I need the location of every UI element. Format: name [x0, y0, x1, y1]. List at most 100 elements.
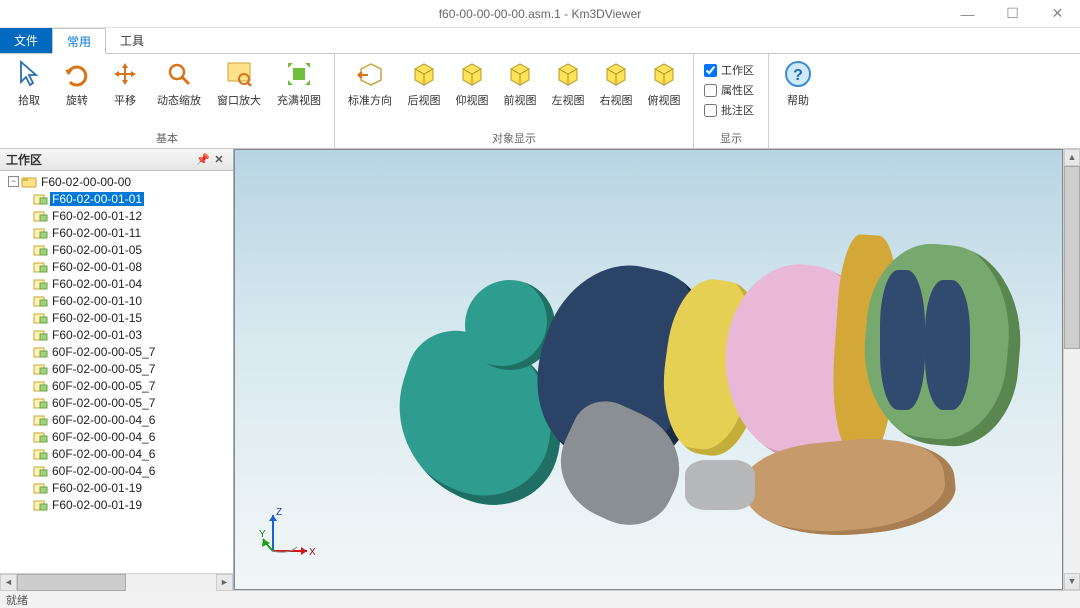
- cursor-icon: [13, 58, 45, 90]
- help-button[interactable]: ? 帮助: [775, 56, 821, 110]
- h-scroll-thumb[interactable]: [17, 574, 126, 591]
- pick-button[interactable]: 拾取: [6, 56, 52, 110]
- check-annot[interactable]: 批注区: [704, 102, 754, 118]
- tree-item[interactable]: 60F-02-00-00-04_6: [4, 462, 233, 479]
- collapse-icon[interactable]: −: [8, 176, 19, 187]
- right-view-button[interactable]: 右视图: [593, 56, 639, 110]
- part-icon: [32, 413, 48, 427]
- part-icon: [32, 209, 48, 223]
- zoom-button[interactable]: 动态缩放: [150, 56, 208, 110]
- group-view-label: 对象显示: [341, 128, 687, 148]
- fit-button[interactable]: 充满视图: [270, 56, 328, 110]
- statusbar: 就绪: [0, 590, 1080, 608]
- tree-item[interactable]: 60F-02-00-00-05_7: [4, 377, 233, 394]
- scroll-up-arrow[interactable]: ▲: [1064, 149, 1080, 166]
- cube-front-icon: [504, 58, 536, 90]
- part-icon: [32, 243, 48, 257]
- part-icon: [32, 498, 48, 512]
- left-view-button[interactable]: 左视图: [545, 56, 591, 110]
- viewport-3d[interactable]: X Z Y: [234, 149, 1063, 590]
- bottom-view-button[interactable]: 仰视图: [449, 56, 495, 110]
- back-view-button[interactable]: 后视图: [401, 56, 447, 110]
- tree-item[interactable]: F60-02-00-01-12: [4, 207, 233, 224]
- tree-item[interactable]: F60-02-00-01-03: [4, 326, 233, 343]
- part-icon: [32, 226, 48, 240]
- scroll-down-arrow[interactable]: ▼: [1064, 573, 1080, 590]
- zoom-icon: [163, 58, 195, 90]
- cube-left-icon: [552, 58, 584, 90]
- model-tree[interactable]: −F60-02-00-00-00F60-02-00-01-01F60-02-00…: [0, 171, 233, 573]
- axis-gizmo: X Z Y: [259, 505, 319, 565]
- part-icon: [32, 464, 48, 478]
- close-button[interactable]: ✕: [1035, 0, 1080, 28]
- part-icon: [32, 277, 48, 291]
- assembly-icon: [21, 175, 37, 189]
- check-workspace[interactable]: 工作区: [704, 62, 754, 78]
- svg-text:Z: Z: [276, 507, 282, 518]
- ribbon: 拾取 旋转 平移 动态缩放 窗口放大 充满视图 基本: [0, 54, 1080, 149]
- tree-item[interactable]: 60F-02-00-00-05_7: [4, 360, 233, 377]
- svg-text:?: ?: [793, 67, 803, 84]
- tree-item[interactable]: F60-02-00-01-05: [4, 241, 233, 258]
- maximize-button[interactable]: ☐: [990, 0, 1035, 28]
- titlebar: f60-00-00-00-00.asm.1 - Km3DViewer — ☐ ✕: [0, 0, 1080, 28]
- pin-icon[interactable]: 📌: [195, 153, 211, 166]
- top-view-button[interactable]: 俯视图: [641, 56, 687, 110]
- tree-root[interactable]: −F60-02-00-00-00: [4, 173, 233, 190]
- part-icon: [32, 481, 48, 495]
- part-icon: [32, 447, 48, 461]
- scroll-left-arrow[interactable]: ◄: [0, 574, 17, 591]
- std-view-button[interactable]: 标准方向: [341, 56, 399, 110]
- tree-item[interactable]: F60-02-00-01-08: [4, 258, 233, 275]
- pan-icon: [109, 58, 141, 90]
- tree-item[interactable]: F60-02-00-01-01: [4, 190, 233, 207]
- h-scrollbar[interactable]: ◄ ►: [0, 573, 233, 590]
- model-render: [385, 210, 1005, 530]
- tree-item[interactable]: F60-02-00-01-15: [4, 309, 233, 326]
- part-icon: [32, 260, 48, 274]
- front-view-button[interactable]: 前视图: [497, 56, 543, 110]
- fit-icon: [283, 58, 315, 90]
- pan-button[interactable]: 平移: [102, 56, 148, 110]
- part-icon: [32, 345, 48, 359]
- workspace: 工作区 📌 ✕ −F60-02-00-00-00F60-02-00-01-01F…: [0, 149, 1080, 590]
- tree-item[interactable]: F60-02-00-01-04: [4, 275, 233, 292]
- panel-title: 工作区: [6, 151, 42, 168]
- tree-item[interactable]: 60F-02-00-00-04_6: [4, 445, 233, 462]
- part-icon: [32, 430, 48, 444]
- panel-header: 工作区 📌 ✕: [0, 149, 233, 171]
- help-icon: ?: [782, 58, 814, 90]
- part-icon: [32, 328, 48, 342]
- group-display-label: 显示: [700, 128, 762, 148]
- menu-common[interactable]: 常用: [52, 28, 106, 54]
- panel-close-icon[interactable]: ✕: [211, 153, 227, 166]
- cube-right-icon: [600, 58, 632, 90]
- tree-item[interactable]: F60-02-00-01-19: [4, 496, 233, 513]
- svg-text:Y: Y: [259, 529, 266, 540]
- check-attr[interactable]: 属性区: [704, 82, 754, 98]
- tree-item[interactable]: F60-02-00-01-19: [4, 479, 233, 496]
- window-title: f60-00-00-00-00.asm.1 - Km3DViewer: [439, 7, 642, 21]
- tree-item[interactable]: 60F-02-00-00-04_6: [4, 411, 233, 428]
- window-zoom-icon: [223, 58, 255, 90]
- scroll-right-arrow[interactable]: ►: [216, 574, 233, 591]
- tree-item[interactable]: 60F-02-00-00-05_7: [4, 343, 233, 360]
- menu-file[interactable]: 文件: [0, 28, 52, 53]
- cube-bottom-icon: [456, 58, 488, 90]
- tree-item[interactable]: 60F-02-00-00-05_7: [4, 394, 233, 411]
- v-scroll-thumb[interactable]: [1064, 166, 1080, 349]
- tree-item[interactable]: F60-02-00-01-10: [4, 292, 233, 309]
- cube-top-icon: [648, 58, 680, 90]
- menu-tools[interactable]: 工具: [106, 28, 158, 53]
- part-icon: [32, 192, 48, 206]
- tree-item[interactable]: 60F-02-00-00-04_6: [4, 428, 233, 445]
- part-icon: [32, 311, 48, 325]
- part-icon: [32, 379, 48, 393]
- window-zoom-button[interactable]: 窗口放大: [210, 56, 268, 110]
- rotate-button[interactable]: 旋转: [54, 56, 100, 110]
- v-scrollbar[interactable]: ▲ ▼: [1063, 149, 1080, 590]
- tree-item[interactable]: F60-02-00-01-11: [4, 224, 233, 241]
- part-icon: [32, 362, 48, 376]
- minimize-button[interactable]: —: [945, 0, 990, 28]
- cube-back-icon: [408, 58, 440, 90]
